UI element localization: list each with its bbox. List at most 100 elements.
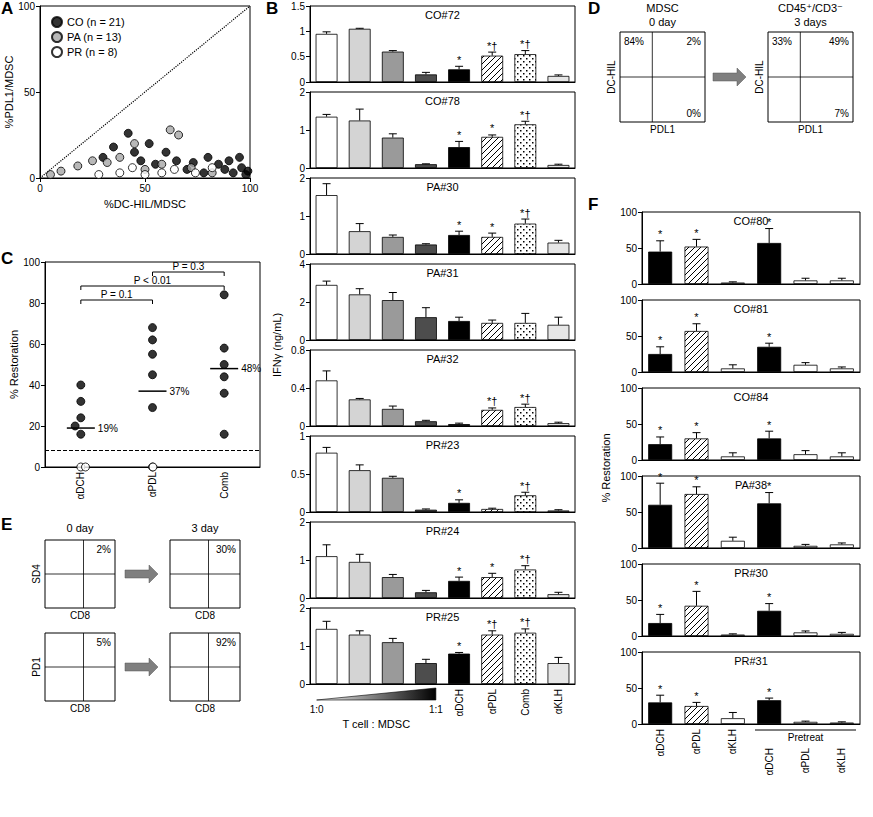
svg-text:50: 50 xyxy=(139,183,151,194)
svg-text:*: * xyxy=(457,640,462,652)
svg-text:37%: 37% xyxy=(170,386,190,397)
svg-text:0.8: 0.8 xyxy=(291,345,305,356)
svg-text:MDSC: MDSC xyxy=(646,2,678,14)
svg-text:50: 50 xyxy=(626,419,638,430)
svg-text:0: 0 xyxy=(631,543,637,554)
svg-text:*: * xyxy=(694,579,699,591)
svg-text:DC-HIL: DC-HIL xyxy=(754,60,765,94)
svg-text:50: 50 xyxy=(626,507,638,518)
svg-text:7%: 7% xyxy=(835,108,850,119)
svg-text:4: 4 xyxy=(299,259,305,270)
svg-text:*: * xyxy=(694,474,699,486)
svg-text:CO#81: CO#81 xyxy=(734,303,769,315)
svg-text:*†: *† xyxy=(520,207,530,219)
svg-text:0.4: 0.4 xyxy=(291,383,305,394)
svg-text:P < 0.01: P < 0.01 xyxy=(134,275,172,286)
svg-text:1:0: 1:0 xyxy=(310,704,324,715)
svg-text:*†: *† xyxy=(520,616,530,628)
svg-text:1: 1 xyxy=(299,125,305,136)
svg-text:20: 20 xyxy=(29,421,41,432)
svg-text:*†: *† xyxy=(520,38,530,50)
svg-text:*: * xyxy=(767,331,772,343)
svg-text:0: 0 xyxy=(29,173,35,184)
svg-text:2: 2 xyxy=(299,173,305,184)
svg-text:%DC-HIL/MDSC: %DC-HIL/MDSC xyxy=(104,198,186,210)
svg-text:Comb: Comb xyxy=(219,472,230,499)
svg-text:84%: 84% xyxy=(624,36,644,47)
svg-text:%PDL1/MDSC: %PDL1/MDSC xyxy=(3,56,15,129)
svg-text:SD4: SD4 xyxy=(31,564,42,584)
svg-text:1:1: 1:1 xyxy=(429,704,443,715)
svg-text:0%: 0% xyxy=(687,108,702,119)
svg-text:% Restoration: % Restoration xyxy=(600,433,612,502)
svg-text:PR#31: PR#31 xyxy=(734,655,768,667)
svg-text:PD1: PD1 xyxy=(31,657,42,677)
svg-text:αKLH: αKLH xyxy=(553,689,564,714)
svg-text:*†: *† xyxy=(520,553,530,565)
svg-text:100: 100 xyxy=(620,559,637,570)
svg-text:αPDL: αPDL xyxy=(800,748,811,774)
svg-text:100: 100 xyxy=(620,471,637,482)
svg-text:C: C xyxy=(1,249,13,268)
svg-text:αPDL: αPDL xyxy=(487,689,498,715)
svg-text:0: 0 xyxy=(299,679,305,690)
svg-text:αDCH: αDCH xyxy=(75,472,86,499)
svg-text:CD8: CD8 xyxy=(195,610,215,621)
svg-text:CO#80: CO#80 xyxy=(734,215,769,227)
svg-text:Pretreat: Pretreat xyxy=(788,732,824,743)
svg-text:*: * xyxy=(490,221,495,233)
svg-text:50: 50 xyxy=(626,595,638,606)
svg-text:CO (n = 21): CO (n = 21) xyxy=(67,16,125,28)
svg-text:33%: 33% xyxy=(772,36,792,47)
svg-text:*: * xyxy=(694,227,699,239)
svg-text:PR (n = 8): PR (n = 8) xyxy=(67,46,117,58)
svg-text:*: * xyxy=(658,683,663,695)
svg-text:CD8: CD8 xyxy=(70,610,90,621)
svg-text:P = 0.3: P = 0.3 xyxy=(172,261,204,272)
svg-text:5%: 5% xyxy=(97,637,112,648)
svg-text:αPDL: αPDL xyxy=(147,472,158,498)
svg-text:PA#38: PA#38 xyxy=(735,479,767,491)
svg-text:*: * xyxy=(457,487,462,499)
svg-text:3 day: 3 day xyxy=(192,522,219,534)
svg-text:*: * xyxy=(658,602,663,614)
svg-text:F: F xyxy=(588,195,598,214)
svg-text:0: 0 xyxy=(631,719,637,730)
svg-text:*†: *† xyxy=(487,395,497,407)
svg-text:80: 80 xyxy=(29,298,41,309)
svg-text:2: 2 xyxy=(299,87,305,98)
svg-text:2: 2 xyxy=(299,517,305,528)
svg-text:*: * xyxy=(658,471,663,483)
svg-text:*: * xyxy=(658,424,663,436)
svg-text:48%: 48% xyxy=(241,363,261,374)
svg-text:1: 1 xyxy=(299,555,305,566)
svg-text:*: * xyxy=(658,228,663,240)
svg-text:PR#24: PR#24 xyxy=(426,525,460,537)
svg-text:*: * xyxy=(694,311,699,323)
svg-text:% Restoration: % Restoration xyxy=(8,330,20,399)
svg-text:100: 100 xyxy=(620,383,637,394)
svg-text:PR#23: PR#23 xyxy=(426,439,460,451)
svg-text:92%: 92% xyxy=(216,637,236,648)
svg-text:PA#31: PA#31 xyxy=(426,267,458,279)
svg-text:αKLH: αKLH xyxy=(727,729,738,754)
svg-text:100: 100 xyxy=(18,1,35,12)
svg-text:0: 0 xyxy=(34,462,40,473)
svg-text:A: A xyxy=(1,0,13,18)
svg-text:αDCH: αDCH xyxy=(655,729,666,756)
svg-text:0: 0 xyxy=(37,183,43,194)
svg-text:αDCH: αDCH xyxy=(454,689,465,716)
svg-text:*: * xyxy=(694,420,699,432)
svg-text:2%: 2% xyxy=(97,544,112,555)
svg-text:100: 100 xyxy=(620,295,637,306)
svg-text:*: * xyxy=(457,565,462,577)
svg-text:D: D xyxy=(588,0,600,18)
svg-text:αPDL: αPDL xyxy=(691,729,702,755)
svg-text:2: 2 xyxy=(299,603,305,614)
svg-text:B: B xyxy=(266,0,278,18)
svg-text:100: 100 xyxy=(23,257,40,268)
svg-text:*: * xyxy=(490,561,495,573)
svg-text:PDL1: PDL1 xyxy=(650,124,675,135)
svg-text:50: 50 xyxy=(24,87,36,98)
svg-text:1.5: 1.5 xyxy=(291,1,305,12)
